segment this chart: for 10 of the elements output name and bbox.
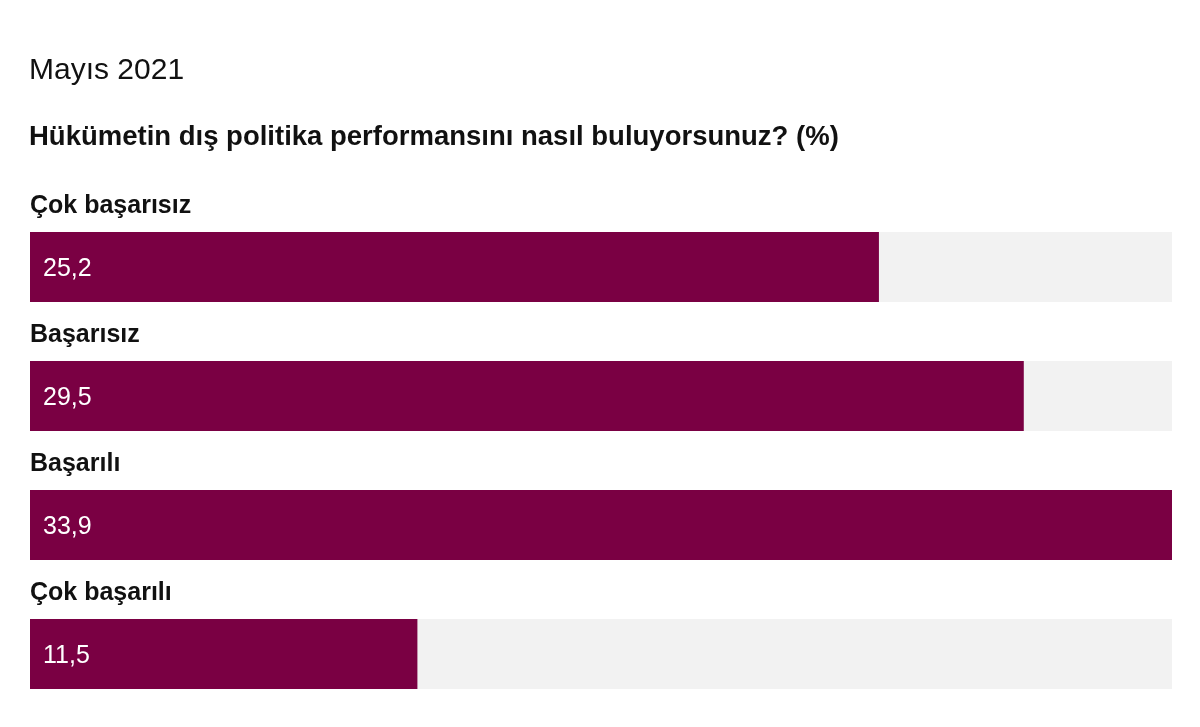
data-label: 33,9 — [43, 511, 92, 539]
chart-title: Hükümetin dış politika performansını nasıl buluyorsunuz? (%) — [29, 120, 839, 151]
y-tick-label: Çok başarılı — [30, 577, 172, 605]
data-label: 11,5 — [43, 640, 90, 668]
chart-subtitle: Mayıs 2021 — [29, 52, 185, 85]
data-label: 29,5 — [43, 382, 92, 410]
y-tick-label: Başarısız — [30, 319, 140, 347]
y-tick-label: Çok başarısız — [30, 190, 192, 218]
data-label: 25,2 — [43, 253, 92, 281]
y-tick-label: Başarılı — [30, 448, 121, 476]
